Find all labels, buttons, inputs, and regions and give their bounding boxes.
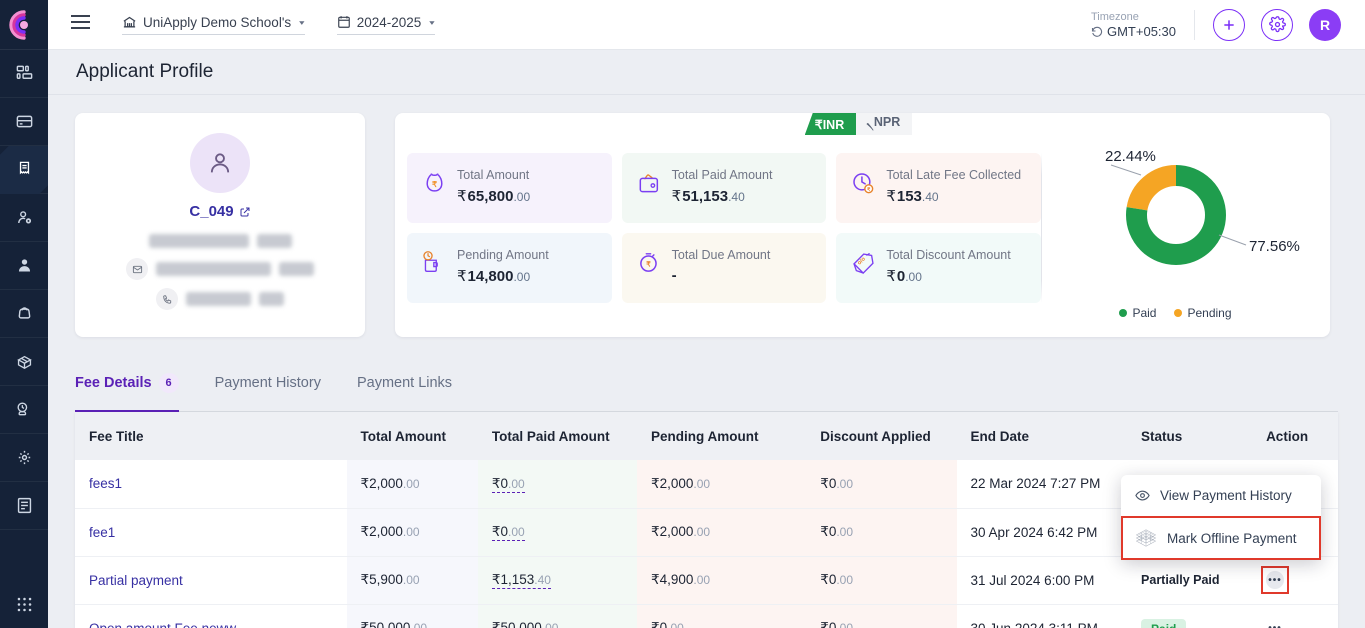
svg-text:22.44%: 22.44% xyxy=(1105,148,1156,165)
svg-text:o/o: o/o xyxy=(857,256,868,267)
svg-text:₹: ₹ xyxy=(646,261,651,269)
svg-text:₹: ₹ xyxy=(432,180,437,189)
svg-text:77.56%: 77.56% xyxy=(1249,238,1300,255)
